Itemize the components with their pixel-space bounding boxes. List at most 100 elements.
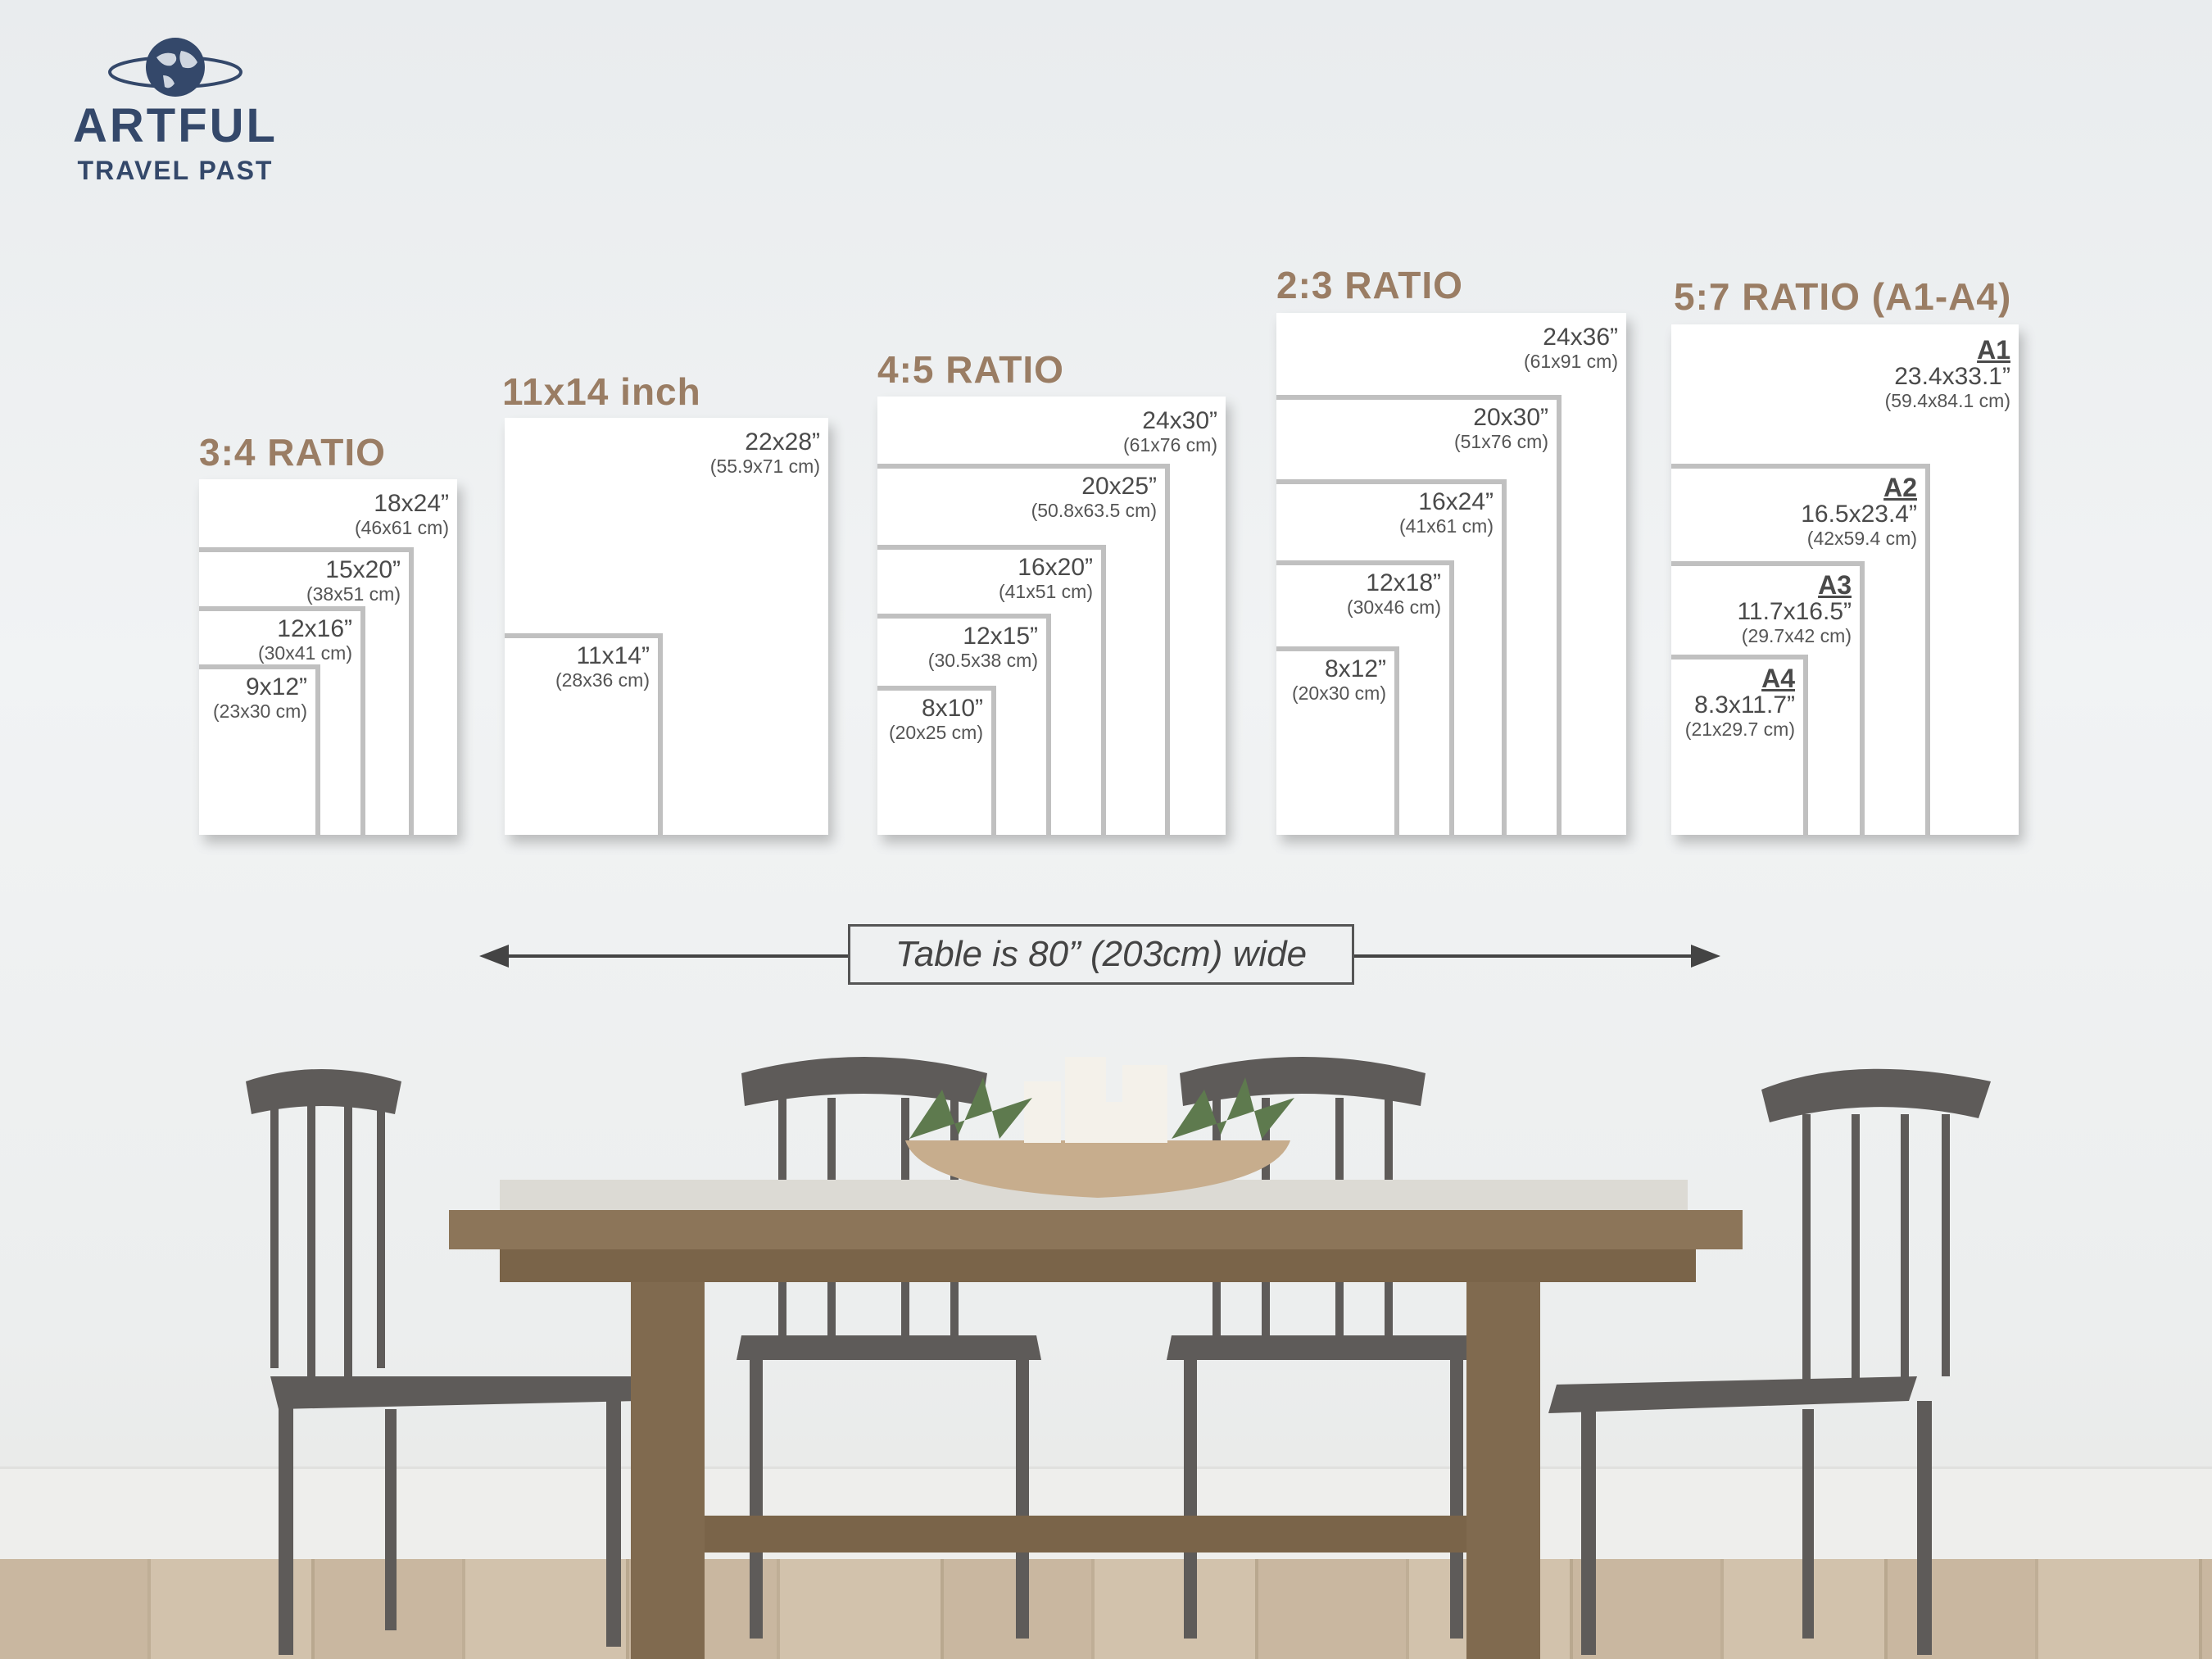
size-label: A1 23.4x33.1” (59.4x84.1 cm) [1885, 336, 2010, 412]
paper-name: A2 [1883, 473, 1917, 502]
size-label: A2 16.5x23.4” (42x59.4 cm) [1801, 474, 1917, 550]
print-size-frame: A1 23.4x33.1” (59.4x84.1 cm) [1671, 324, 2019, 835]
size-cm: (51x76 cm) [1453, 431, 1548, 452]
print-size-frame: A3 11.7x16.5” (29.7x42 cm) [1671, 561, 1865, 835]
group-heading: 3:4 RATIO [199, 431, 386, 474]
group-heading: 5:7 RATIO (A1-A4) [1674, 275, 2012, 318]
print-group-0: 18x24” (46x61 cm) 15x20” (38x51 cm) 12x16” (3… [199, 479, 457, 835]
arrow-left-icon [479, 945, 509, 968]
size-label: A3 11.7x16.5” (29.7x42 cm) [1737, 571, 1852, 647]
size-label: 16x24” (41x61 cm) [1399, 489, 1494, 537]
print-size-frame: A2 16.5x23.4” (42x59.4 cm) [1671, 464, 1930, 835]
size-cm: (61x76 cm) [1122, 434, 1217, 456]
size-label: 9x12” (23x30 cm) [213, 674, 307, 723]
size-cm: (21x29.7 cm) [1684, 718, 1795, 740]
group-heading: 11x14 inch [502, 370, 701, 413]
size-inches: 12x16” [277, 615, 352, 642]
print-size-frame: 8x12” (20x30 cm) [1276, 646, 1399, 835]
print-group-2: 24x30” (61x76 cm) 20x25” (50.8x63.5 cm) 16x2… [877, 397, 1226, 835]
size-label: 24x30” (61x76 cm) [1123, 408, 1217, 456]
size-cm: (30x41 cm) [257, 642, 352, 664]
size-label: 15x20” (38x51 cm) [306, 557, 401, 605]
size-label: 8x10” (20x25 cm) [889, 696, 983, 744]
size-label: 16x20” (41x51 cm) [999, 555, 1093, 603]
size-cm: (61x91 cm) [1523, 351, 1618, 372]
size-inches: 20x30” [1473, 404, 1548, 431]
size-inches: 11x14” [576, 642, 650, 669]
size-label: 12x15” (30.5x38 cm) [928, 623, 1038, 672]
size-cm: (41x51 cm) [998, 581, 1093, 602]
print-size-frame: 11x14” (28x36 cm) [505, 633, 663, 835]
globe-icon [108, 38, 243, 97]
size-cm: (30.5x38 cm) [927, 650, 1038, 671]
group-heading: 4:5 RATIO [877, 348, 1064, 391]
size-cm: (29.7x42 cm) [1741, 625, 1852, 646]
size-inches: 12x18” [1366, 569, 1441, 596]
print-size-frame: 20x30” (51x76 cm) [1276, 395, 1562, 835]
print-size-frame: 16x24” (41x61 cm) [1276, 479, 1507, 835]
print-size-frame: 22x28” (55.9x71 cm) [505, 418, 828, 835]
wood-floor [0, 1559, 2212, 1659]
size-inches: 16.5x23.4” [1801, 501, 1917, 528]
size-inches: 24x30” [1142, 407, 1217, 434]
size-cm: (23x30 cm) [212, 700, 307, 722]
size-label: 11x14” (28x36 cm) [555, 643, 650, 691]
print-size-frame: 24x30” (61x76 cm) [877, 397, 1226, 835]
size-label: 24x36” (61x91 cm) [1524, 324, 1618, 373]
size-inches: 12x15” [963, 623, 1038, 650]
size-label: 12x16” (30x41 cm) [258, 616, 352, 664]
size-cm: (28x36 cm) [555, 669, 650, 691]
size-cm: (41x61 cm) [1398, 515, 1494, 537]
size-label: 20x30” (51x76 cm) [1454, 405, 1548, 453]
dining-set [246, 1057, 1991, 1659]
size-inches: 22x28” [745, 428, 820, 456]
size-cm: (46x61 cm) [354, 517, 449, 538]
print-size-frame: 20x25” (50.8x63.5 cm) [877, 464, 1170, 835]
paper-name: A4 [1761, 664, 1795, 693]
group-heading: 2:3 RATIO [1276, 264, 1463, 306]
size-inches: 20x25” [1081, 473, 1157, 500]
size-cm: (20x25 cm) [888, 722, 983, 743]
size-inches: 8.3x11.7” [1694, 691, 1795, 718]
print-size-frame: 16x20” (41x51 cm) [877, 545, 1106, 835]
size-inches: 16x20” [1018, 554, 1093, 581]
size-label: 20x25” (50.8x63.5 cm) [1031, 474, 1157, 522]
paper-name: A1 [1977, 335, 2010, 365]
size-cm: (20x30 cm) [1291, 682, 1386, 704]
print-size-frame: 9x12” (23x30 cm) [199, 664, 320, 835]
print-group-4: A1 23.4x33.1” (59.4x84.1 cm) A2 16.5x23.4” (4… [1671, 324, 2019, 835]
size-inches: 24x36” [1543, 324, 1618, 351]
print-size-frame: 12x18” (30x46 cm) [1276, 560, 1454, 835]
paper-name: A3 [1818, 570, 1852, 600]
size-label: 18x24” (46x61 cm) [355, 491, 449, 539]
size-inches: 16x24” [1418, 488, 1494, 515]
print-size-frame: 12x15” (30.5x38 cm) [877, 614, 1051, 835]
size-cm: (50.8x63.5 cm) [1031, 500, 1157, 521]
size-label: 12x18” (30x46 cm) [1347, 570, 1441, 619]
print-size-frame: 15x20” (38x51 cm) [199, 547, 414, 835]
print-size-frame: A4 8.3x11.7” (21x29.7 cm) [1671, 655, 1808, 835]
size-cm: (59.4x84.1 cm) [1884, 390, 2010, 411]
size-cm: (38x51 cm) [306, 583, 401, 605]
size-label: A4 8.3x11.7” (21x29.7 cm) [1685, 664, 1795, 741]
logo-line2: TRAVEL PAST [77, 156, 274, 185]
size-cm: (55.9x71 cm) [709, 456, 820, 477]
arrow-right-icon [1691, 945, 1720, 968]
size-inches: 15x20” [325, 556, 401, 583]
chair-right [1548, 1068, 1991, 1655]
print-size-frame: 24x36” (61x91 cm) [1276, 313, 1626, 835]
size-cm: (42x59.4 cm) [1806, 528, 1917, 549]
size-cm: (30x46 cm) [1346, 596, 1441, 618]
size-inches: 9x12” [245, 673, 307, 700]
size-inches: 8x10” [921, 695, 983, 722]
print-size-frame: 12x16” (30x41 cm) [199, 606, 365, 835]
size-label: 22x28” (55.9x71 cm) [710, 429, 820, 478]
print-group-3: 24x36” (61x91 cm) 20x30” (51x76 cm) 16x24” (4… [1276, 313, 1626, 835]
size-label: 8x12” (20x30 cm) [1292, 656, 1386, 705]
table-width-caption: Table is 80” (203cm) wide [848, 924, 1354, 985]
chair-left [246, 1069, 639, 1655]
print-size-frame: 8x10” (20x25 cm) [877, 686, 996, 835]
size-inches: 23.4x33.1” [1894, 363, 2010, 390]
centerpiece [905, 1057, 1294, 1198]
size-inches: 8x12” [1324, 655, 1386, 682]
